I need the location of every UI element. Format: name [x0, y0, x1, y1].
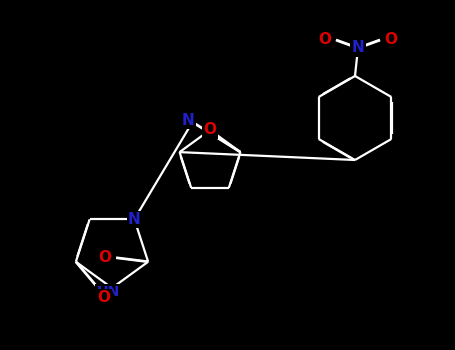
Text: O: O	[97, 290, 111, 305]
Text: O: O	[384, 33, 398, 48]
Text: O: O	[99, 250, 111, 265]
Text: N: N	[182, 113, 195, 128]
Text: N: N	[352, 41, 364, 56]
Text: N: N	[128, 212, 141, 227]
Text: O: O	[203, 122, 217, 138]
Text: HN: HN	[96, 285, 120, 299]
Text: O: O	[318, 33, 332, 48]
